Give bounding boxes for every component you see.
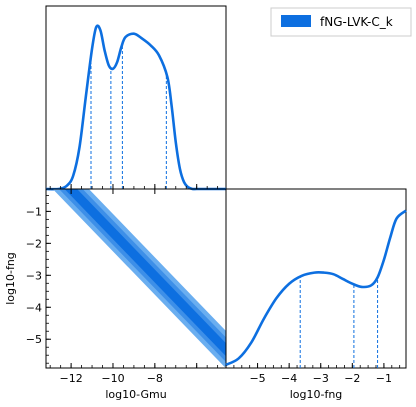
marginal-gmu-curve xyxy=(45,24,226,191)
marginal-fng-ticks: −5 −4 −3 −2 −1 xyxy=(225,363,401,385)
x-tick-label: −5 xyxy=(249,372,265,385)
x-tick-label: −4 xyxy=(281,372,297,385)
x-tick-label: −3 xyxy=(313,372,329,385)
marginal-gmu-panel xyxy=(45,5,227,191)
legend: fNG-LVK-C_k xyxy=(270,7,412,37)
x-axis-label-gmu: log10-Gmu xyxy=(105,388,166,401)
x-tick-label: −1 xyxy=(376,372,392,385)
marginal-fng-panel: −5 −4 −3 −2 −1 log10-fng xyxy=(225,188,407,401)
x-axis-label-fng: log10-fng xyxy=(290,388,343,401)
y-tick-label: −2 xyxy=(26,237,42,250)
x-tick-label: −8 xyxy=(147,372,163,385)
x-tick-label: −2 xyxy=(344,372,360,385)
x-tick-label: −12 xyxy=(60,372,83,385)
y-axis-label-fng: log10-fng xyxy=(4,252,17,305)
marginal-fng-curve xyxy=(225,209,407,367)
marginal-fng-quantile-lines xyxy=(299,276,379,368)
contour-core-region xyxy=(64,189,226,357)
y-tick-label: −1 xyxy=(26,205,42,218)
x-tick-label: −10 xyxy=(101,372,124,385)
y-tick-label: −5 xyxy=(26,333,42,346)
joint-contour-ticks: −12 −10 −8 −1 −2 −3 −4 −5 xyxy=(26,189,219,385)
y-tick-label: −4 xyxy=(26,301,42,314)
joint-contour-frame xyxy=(45,188,227,369)
legend-label: fNG-LVK-C_k xyxy=(320,15,393,29)
marginal-fng-frame xyxy=(225,188,407,369)
y-tick-label: −3 xyxy=(26,269,42,282)
legend-swatch xyxy=(281,15,311,27)
joint-contour-panel: −12 −10 −8 −1 −2 −3 −4 −5 log10-Gmu log10-fng xyxy=(4,188,227,401)
marginal-gmu-quantile-lines xyxy=(90,44,167,189)
